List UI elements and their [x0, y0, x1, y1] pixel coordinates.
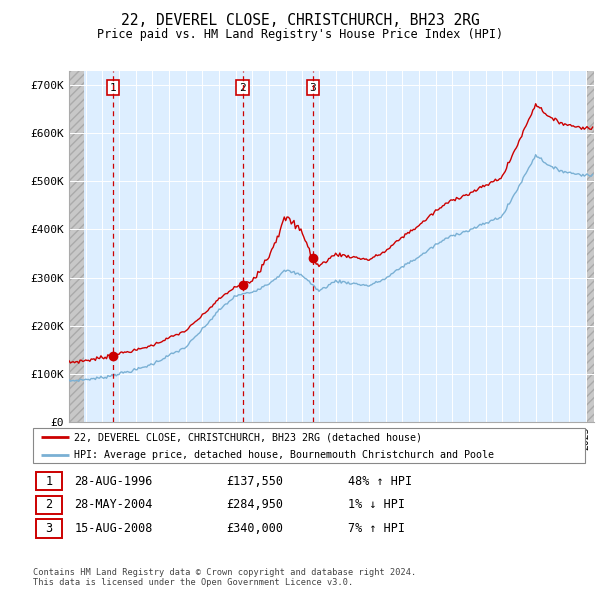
Text: £340,000: £340,000 — [226, 522, 283, 535]
FancyBboxPatch shape — [36, 472, 62, 490]
Text: 22, DEVEREL CLOSE, CHRISTCHURCH, BH23 2RG: 22, DEVEREL CLOSE, CHRISTCHURCH, BH23 2R… — [121, 13, 479, 28]
Text: 28-MAY-2004: 28-MAY-2004 — [74, 498, 153, 512]
Bar — [586, 71, 594, 422]
Text: 2: 2 — [46, 498, 53, 512]
Text: HPI: Average price, detached house, Bournemouth Christchurch and Poole: HPI: Average price, detached house, Bour… — [74, 450, 494, 460]
Text: Contains HM Land Registry data © Crown copyright and database right 2024.
This d: Contains HM Land Registry data © Crown c… — [33, 568, 416, 587]
FancyBboxPatch shape — [36, 496, 62, 514]
Text: 2: 2 — [239, 83, 246, 93]
Text: 3: 3 — [309, 83, 316, 93]
Text: 7% ↑ HPI: 7% ↑ HPI — [347, 522, 404, 535]
Text: £137,550: £137,550 — [226, 474, 283, 488]
Text: 1: 1 — [46, 474, 53, 488]
Text: 1% ↓ HPI: 1% ↓ HPI — [347, 498, 404, 512]
Text: £284,950: £284,950 — [226, 498, 283, 512]
FancyBboxPatch shape — [33, 428, 585, 463]
Text: 22, DEVEREL CLOSE, CHRISTCHURCH, BH23 2RG (detached house): 22, DEVEREL CLOSE, CHRISTCHURCH, BH23 2R… — [74, 432, 422, 442]
Text: 1: 1 — [110, 83, 117, 93]
Text: 28-AUG-1996: 28-AUG-1996 — [74, 474, 153, 488]
Text: 15-AUG-2008: 15-AUG-2008 — [74, 522, 153, 535]
Text: Price paid vs. HM Land Registry's House Price Index (HPI): Price paid vs. HM Land Registry's House … — [97, 28, 503, 41]
Bar — [69, 71, 85, 422]
FancyBboxPatch shape — [36, 519, 62, 537]
Text: 48% ↑ HPI: 48% ↑ HPI — [347, 474, 412, 488]
Text: 3: 3 — [46, 522, 53, 535]
